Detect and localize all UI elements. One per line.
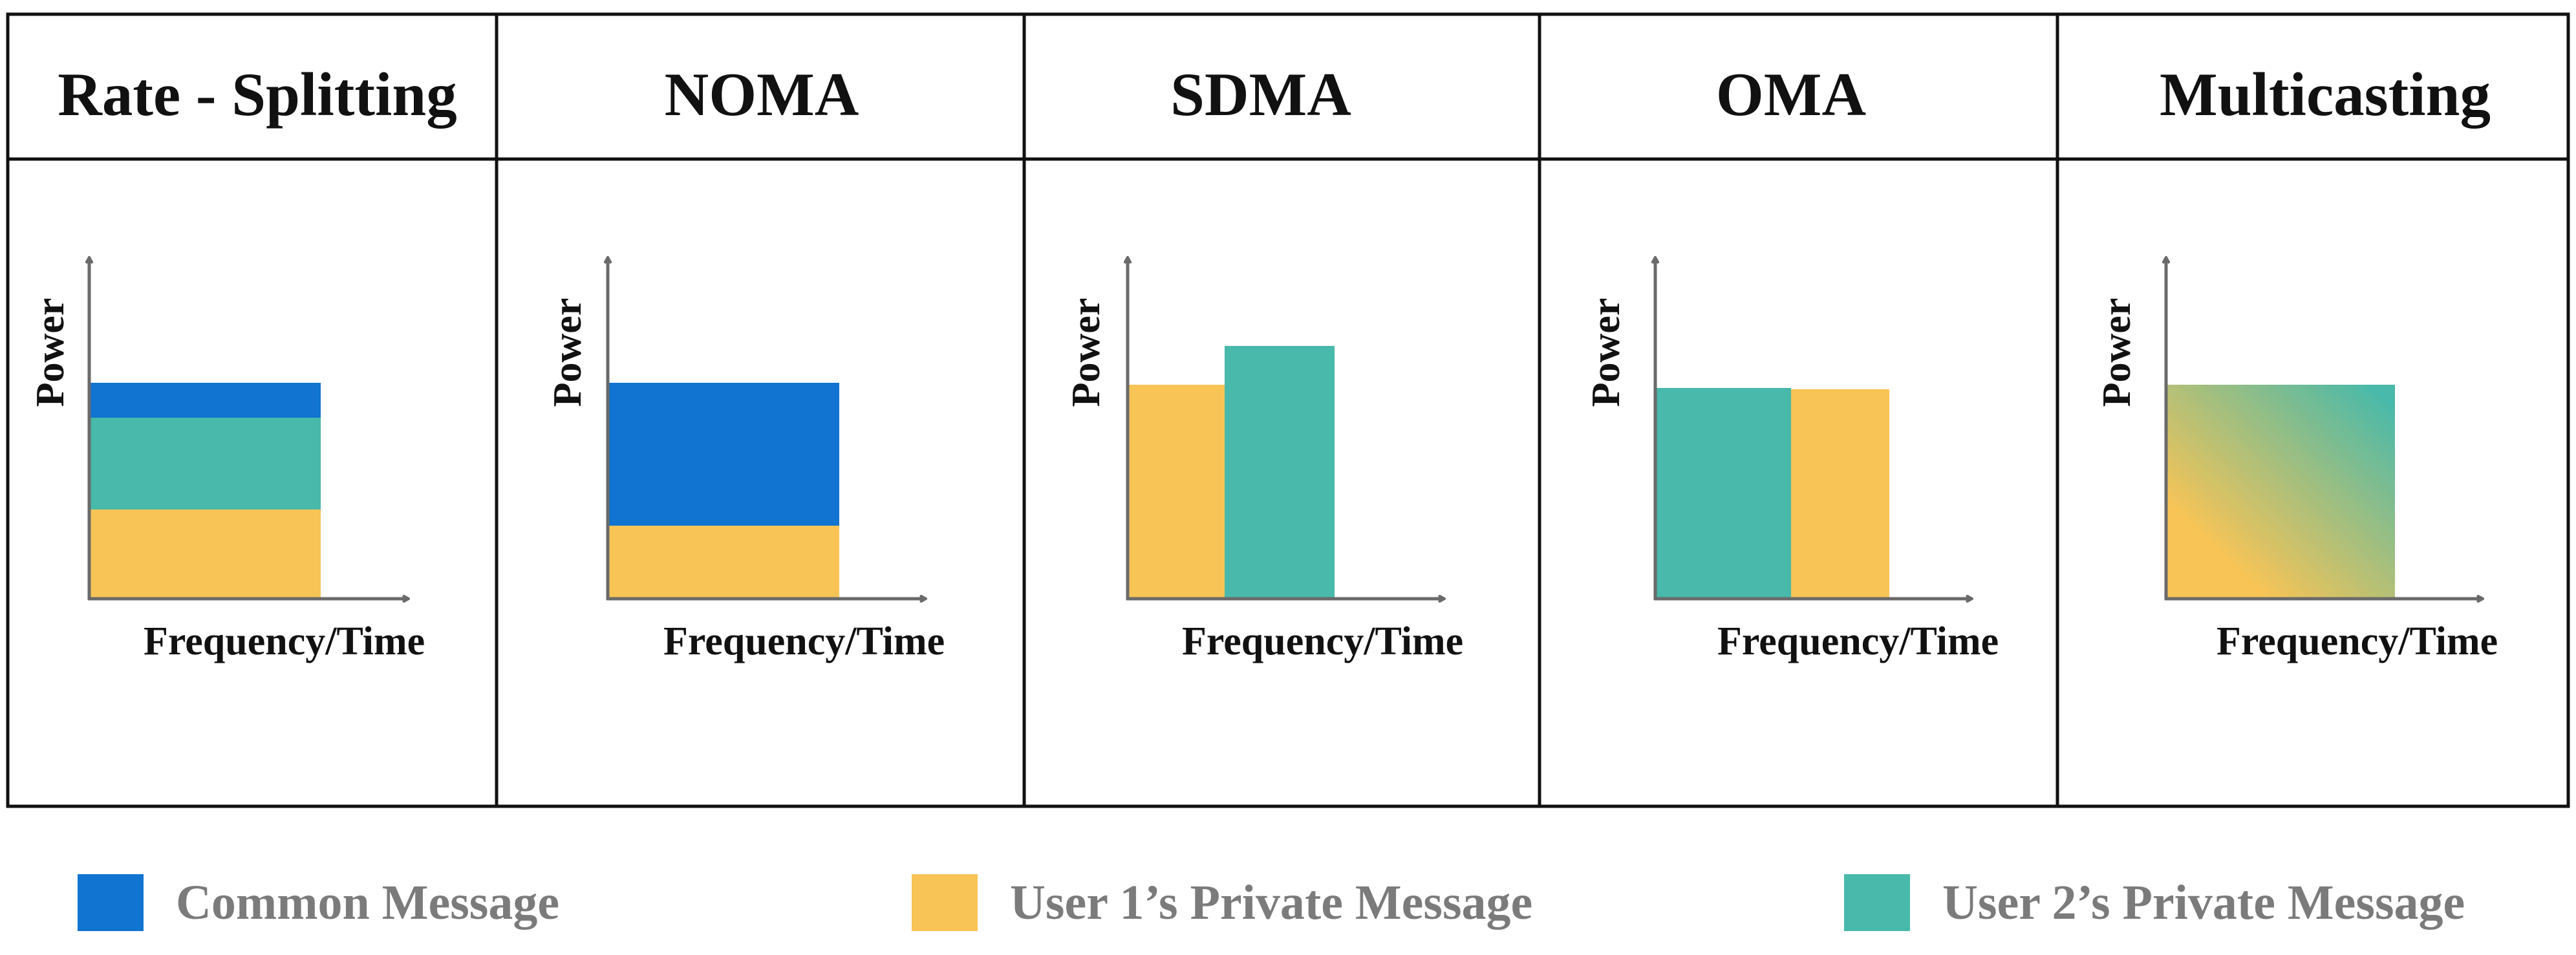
sdma-bar-user1 (1128, 385, 1225, 599)
legend-swatch-user1 (912, 874, 978, 931)
legend-label-user1: User 1’s Private Message (1010, 875, 1533, 930)
oma-bar-user2 (1655, 388, 1791, 599)
oma-bar-user1 (1791, 389, 1889, 599)
legend-swatch-common (78, 874, 144, 931)
panel-title-multicasting: Multicasting (2160, 60, 2491, 129)
legend-user1: User 1’s Private Message (912, 874, 1532, 931)
rs-y-label: Power (28, 298, 72, 407)
legend-user2: User 2’s Private Message (1844, 874, 2465, 931)
sdma-bar-user2 (1225, 346, 1335, 599)
rs-layer-common (89, 383, 321, 418)
rs-layer-user1 (89, 510, 321, 599)
mc-y-label: Power (2095, 298, 2139, 407)
panel-title-noma: NOMA (665, 60, 859, 129)
panel-noma: Power Frequency/Time (546, 257, 945, 663)
sdma-x-label: Frequency/Time (1182, 619, 1463, 663)
sdma-y-label: Power (1064, 298, 1108, 407)
panel-sdma: Power Frequency/Time (1064, 257, 1463, 663)
legend-common: Common Message (78, 874, 559, 931)
panel-title-rate-splitting: Rate - Splitting (58, 60, 457, 129)
legend-swatch-user2 (1844, 874, 1910, 931)
rs-layer-user2 (89, 418, 321, 510)
mc-gradient-block (2166, 385, 2395, 599)
oma-y-label: Power (1584, 298, 1628, 407)
panel-title-oma: OMA (1716, 60, 1866, 129)
panel-oma: Power Frequency/Time (1584, 257, 1999, 663)
panel-rate-splitting: Power Frequency/Time (28, 257, 425, 663)
table-frame (6, 12, 2570, 808)
panel-title-sdma: SDMA (1170, 60, 1351, 129)
noma-layer-common (608, 383, 839, 526)
noma-x-label: Frequency/Time (663, 619, 945, 663)
legend-label-common: Common Message (176, 875, 560, 930)
mc-x-label: Frequency/Time (2216, 619, 2498, 663)
legend-label-user2: User 2’s Private Message (1942, 875, 2465, 930)
noma-y-label: Power (546, 298, 590, 407)
rs-x-label: Frequency/Time (144, 619, 425, 663)
oma-x-label: Frequency/Time (1717, 619, 1999, 663)
noma-layer-user1 (608, 526, 839, 599)
panel-multicasting: Power Frequency/Time (2095, 257, 2498, 663)
